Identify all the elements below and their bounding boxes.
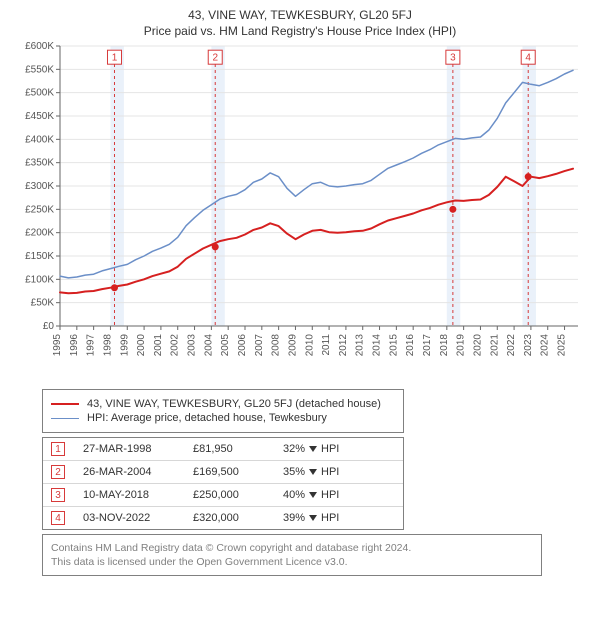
event-date: 26-MAR-2004	[83, 466, 193, 478]
event-price: £250,000	[193, 489, 283, 501]
svg-text:2025: 2025	[557, 334, 568, 357]
svg-text:2003: 2003	[187, 334, 198, 357]
svg-text:£500K: £500K	[25, 88, 54, 99]
chart-title-address: 43, VINE WAY, TEWKESBURY, GL20 5FJ	[10, 8, 590, 22]
svg-text:£50K: £50K	[31, 298, 55, 309]
svg-text:2006: 2006	[237, 334, 248, 357]
arrow-down-icon	[309, 446, 317, 452]
svg-text:2013: 2013	[355, 334, 366, 357]
svg-text:2001: 2001	[153, 334, 164, 357]
chart-container: £0 £50K £100K £150K £200K £250K £300K £350K £400…	[10, 38, 590, 383]
svg-text:2018: 2018	[439, 334, 450, 357]
arrow-down-icon	[309, 469, 317, 475]
svg-text:2: 2	[212, 53, 218, 64]
event-price: £320,000	[193, 512, 283, 524]
svg-text:2014: 2014	[372, 334, 383, 357]
svg-text:2009: 2009	[287, 334, 298, 357]
legend-swatch	[51, 403, 79, 405]
event-diff: 39% HPI	[283, 512, 339, 524]
svg-text:2012: 2012	[338, 334, 349, 357]
footer-line2: This data is licensed under the Open Gov…	[51, 555, 533, 569]
event-diff-pct: 39%	[283, 512, 305, 524]
svg-text:1997: 1997	[86, 334, 97, 357]
event-row: 1 27-MAR-1998£81,95032% HPI	[43, 438, 403, 460]
attribution-footer: Contains HM Land Registry data © Crown c…	[42, 534, 542, 576]
svg-text:£550K: £550K	[25, 64, 54, 75]
svg-text:2020: 2020	[472, 334, 483, 357]
svg-text:£0: £0	[43, 321, 55, 332]
event-row: 3 10-MAY-2018£250,00040% HPI	[43, 483, 403, 506]
event-diff-pct: 35%	[283, 466, 305, 478]
legend-item: HPI: Average price, detached house, Tewk…	[51, 412, 395, 424]
chart-title-subtitle: Price paid vs. HM Land Registry's House …	[10, 24, 590, 38]
page: 43, VINE WAY, TEWKESBURY, GL20 5FJ Price…	[0, 0, 600, 620]
event-diff-pct: 40%	[283, 489, 305, 501]
svg-text:1998: 1998	[102, 334, 113, 357]
arrow-down-icon	[309, 492, 317, 498]
svg-text:2004: 2004	[203, 334, 214, 357]
svg-text:1996: 1996	[69, 334, 80, 357]
svg-text:1: 1	[112, 53, 118, 64]
event-diff-label: HPI	[321, 489, 339, 501]
svg-text:£300K: £300K	[25, 181, 54, 192]
legend-swatch	[51, 418, 79, 419]
event-date: 27-MAR-1998	[83, 443, 193, 455]
svg-text:£250K: £250K	[25, 204, 54, 215]
event-marker-number: 3	[51, 488, 65, 502]
svg-text:2016: 2016	[405, 334, 416, 357]
svg-text:2021: 2021	[489, 334, 500, 357]
event-diff-pct: 32%	[283, 443, 305, 455]
svg-text:4: 4	[525, 53, 531, 64]
event-date: 03-NOV-2022	[83, 512, 193, 524]
footer-line1: Contains HM Land Registry data © Crown c…	[51, 541, 533, 555]
event-marker-number: 4	[51, 511, 65, 525]
svg-text:£400K: £400K	[25, 134, 54, 145]
arrow-down-icon	[309, 515, 317, 521]
price-vs-hpi-chart: £0 £50K £100K £150K £200K £250K £300K £350K £400…	[10, 38, 590, 378]
svg-text:£350K: £350K	[25, 158, 54, 169]
event-diff-label: HPI	[321, 466, 339, 478]
svg-text:2008: 2008	[271, 334, 282, 357]
svg-text:2000: 2000	[136, 334, 147, 357]
event-marker-number: 2	[51, 465, 65, 479]
event-diff: 32% HPI	[283, 443, 339, 455]
event-marker-number: 1	[51, 442, 65, 456]
event-row: 2 26-MAR-2004£169,50035% HPI	[43, 460, 403, 483]
svg-text:1995: 1995	[52, 334, 63, 357]
svg-text:£600K: £600K	[25, 41, 54, 52]
legend-item: 43, VINE WAY, TEWKESBURY, GL20 5FJ (deta…	[51, 398, 395, 410]
svg-text:2007: 2007	[254, 334, 265, 357]
legend-label: HPI: Average price, detached house, Tewk…	[87, 412, 327, 424]
svg-text:3: 3	[450, 53, 456, 64]
event-price: £169,500	[193, 466, 283, 478]
svg-text:1999: 1999	[119, 334, 130, 357]
legend-label: 43, VINE WAY, TEWKESBURY, GL20 5FJ (deta…	[87, 398, 381, 410]
svg-text:2005: 2005	[220, 334, 231, 357]
event-diff: 35% HPI	[283, 466, 339, 478]
chart-titles: 43, VINE WAY, TEWKESBURY, GL20 5FJ Price…	[10, 8, 590, 38]
svg-text:£150K: £150K	[25, 251, 54, 262]
svg-text:2011: 2011	[321, 334, 332, 356]
event-price: £81,950	[193, 443, 283, 455]
svg-text:2022: 2022	[506, 334, 517, 357]
chart-legend: 43, VINE WAY, TEWKESBURY, GL20 5FJ (deta…	[42, 389, 404, 433]
event-diff-label: HPI	[321, 443, 339, 455]
svg-text:£100K: £100K	[25, 274, 54, 285]
svg-text:£200K: £200K	[25, 228, 54, 239]
event-diff: 40% HPI	[283, 489, 339, 501]
svg-text:2017: 2017	[422, 334, 433, 357]
event-date: 10-MAY-2018	[83, 489, 193, 501]
sale-events-table: 1 27-MAR-1998£81,95032% HPI 2 26-MAR-2004£16…	[42, 437, 404, 530]
svg-text:2024: 2024	[540, 334, 551, 357]
event-diff-label: HPI	[321, 512, 339, 524]
event-row: 4 03-NOV-2022£320,00039% HPI	[43, 506, 403, 529]
svg-text:2002: 2002	[170, 334, 181, 357]
svg-text:2015: 2015	[388, 334, 399, 357]
svg-text:2023: 2023	[523, 334, 534, 357]
svg-text:2019: 2019	[456, 334, 467, 357]
svg-text:2010: 2010	[304, 334, 315, 357]
svg-text:£450K: £450K	[25, 111, 54, 122]
